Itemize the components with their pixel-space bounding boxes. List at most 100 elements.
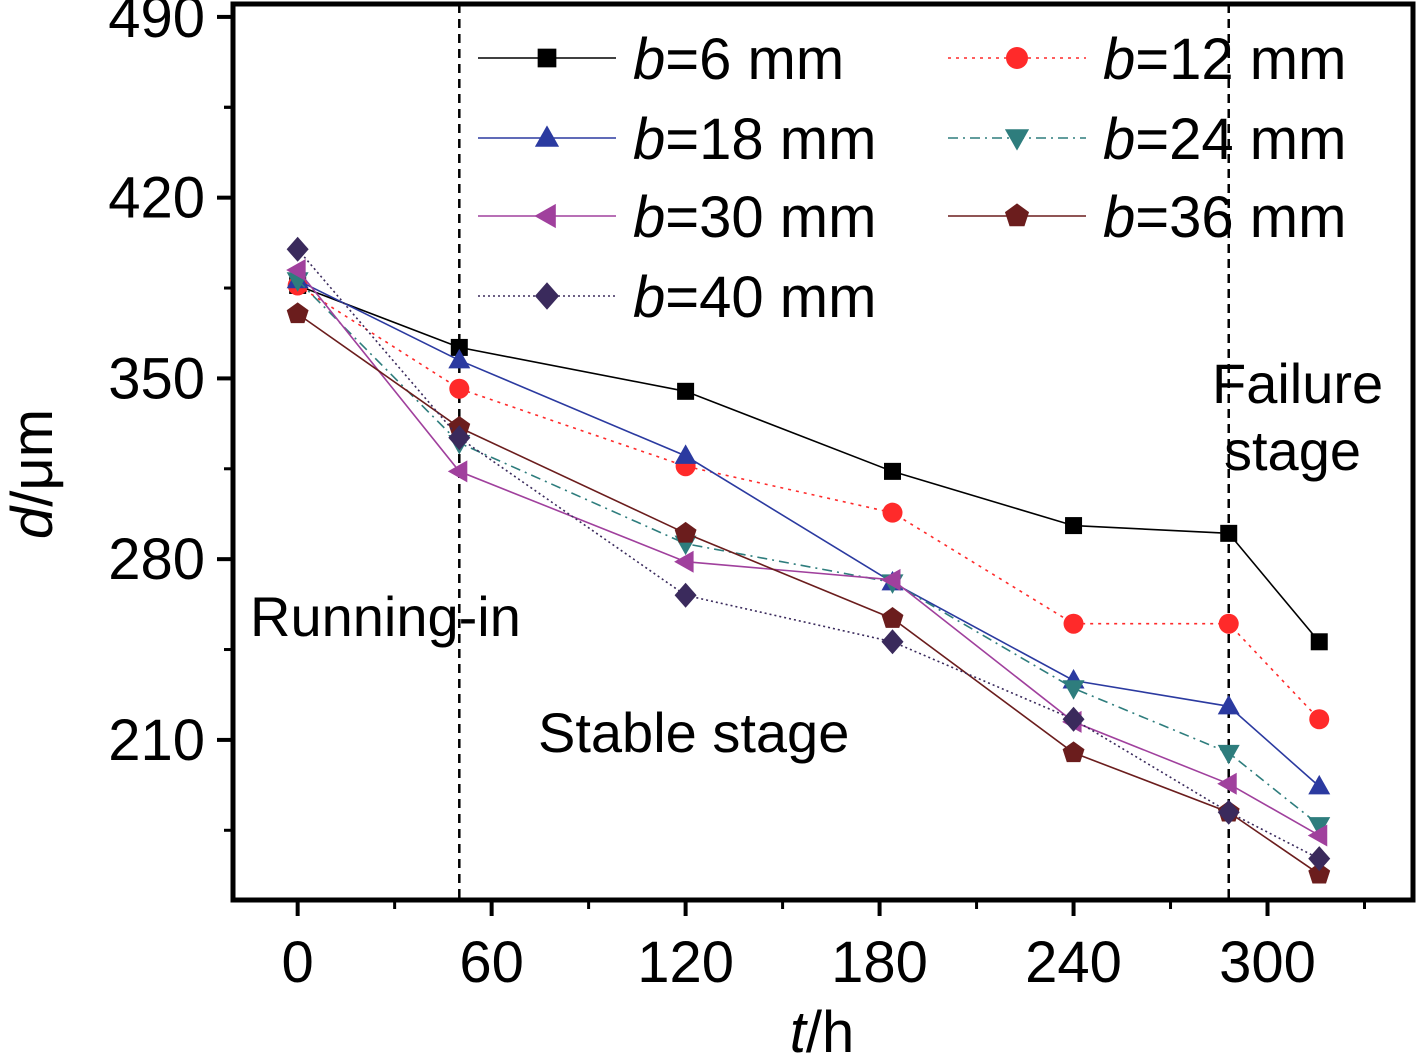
annotation-running-in: Running-in — [250, 585, 521, 648]
legend-variable: b — [1103, 185, 1135, 250]
data-point — [1307, 824, 1328, 847]
legend-variable: b — [633, 107, 665, 172]
data-point — [884, 462, 902, 480]
y-axis-unit: /μm — [0, 409, 65, 507]
legend-marker — [1004, 203, 1030, 227]
data-point — [1062, 680, 1085, 700]
x-tick-label: 240 — [1025, 930, 1122, 995]
series-b-40-mm — [286, 236, 1331, 872]
data-point — [1220, 524, 1238, 542]
legend-label: b=40 mm — [633, 265, 876, 330]
data-point — [1217, 772, 1237, 795]
legend-variable: b — [633, 185, 665, 250]
legend-value: =6 mm — [665, 27, 844, 92]
data-point — [286, 236, 309, 262]
data-point — [1308, 817, 1331, 837]
data-point — [1062, 741, 1085, 763]
data-point — [674, 444, 697, 464]
legend-label: b=30 mm — [633, 185, 876, 250]
legend-marker — [534, 282, 560, 310]
legend-value: =18 mm — [665, 107, 876, 172]
legend-item: b=12 mm — [948, 27, 1346, 92]
data-point — [674, 550, 694, 573]
legend-value: =30 mm — [665, 185, 876, 250]
legend-variable: b — [1103, 107, 1135, 172]
data-point — [1308, 774, 1331, 795]
x-tick-label: 180 — [831, 930, 928, 995]
data-point — [1217, 694, 1240, 715]
annotation-stable-stage: Stable stage — [538, 701, 849, 764]
data-point — [881, 568, 901, 591]
data-point — [1309, 709, 1330, 730]
legend-label: b=12 mm — [1103, 27, 1346, 92]
legend-item: b=18 mm — [478, 107, 876, 172]
data-point — [881, 629, 904, 655]
series-b-6-mm — [289, 276, 1328, 651]
legend-marker — [534, 125, 560, 147]
legend: b=6 mm b=12 mmb=18 mm b=24 mmb=30 mm b=36 m… — [478, 27, 1346, 330]
data-point — [449, 378, 470, 399]
legend-variable: b — [633, 27, 665, 92]
data-point — [450, 338, 468, 356]
legend-item: b=24 mm — [948, 107, 1346, 172]
legend-value: =40 mm — [665, 265, 876, 330]
data-point — [1062, 706, 1085, 732]
legend-value: =36 mm — [1135, 185, 1346, 250]
annotation-failure: Failure — [1212, 352, 1383, 415]
legend-label: b=18 mm — [633, 107, 876, 172]
legend-item: b=6 mm — [478, 27, 844, 92]
legend-marker — [1004, 129, 1030, 151]
data-point — [1308, 846, 1331, 872]
legend-item: b=36 mm — [948, 185, 1346, 250]
x-axis-title: t/h — [790, 1000, 855, 1058]
y-tick-label: 280 — [108, 527, 205, 592]
y-tick-label: 210 — [108, 708, 205, 773]
legend-variable: b — [633, 265, 665, 330]
x-tick-label: 120 — [637, 930, 734, 995]
series-b-12-mm — [287, 275, 1330, 730]
data-point — [1310, 633, 1328, 651]
series-layer — [286, 236, 1331, 884]
x-tick-label: 0 — [282, 930, 314, 995]
legend-value: =24 mm — [1135, 107, 1346, 172]
data-point — [1063, 613, 1084, 634]
data-point — [674, 521, 697, 543]
data-point — [1217, 744, 1240, 765]
legend-label: b=36 mm — [1103, 185, 1346, 250]
data-point — [677, 382, 695, 400]
x-axis-unit: /h — [806, 1000, 854, 1058]
legend-marker — [534, 203, 556, 229]
annotation-stage: stage — [1224, 419, 1361, 482]
legend-item: b=40 mm — [478, 265, 876, 330]
legend-marker — [1006, 47, 1028, 69]
data-point — [1218, 613, 1239, 634]
data-point — [448, 348, 471, 369]
data-point — [448, 425, 471, 451]
data-point — [1217, 799, 1240, 825]
data-point — [881, 607, 904, 628]
legend-item: b=30 mm — [478, 185, 876, 250]
legend-label: b=24 mm — [1103, 107, 1346, 172]
x-tick-label: 60 — [459, 930, 524, 995]
data-point — [882, 502, 903, 523]
x-tick-label: 300 — [1219, 930, 1316, 995]
y-tick-label: 490 — [108, 0, 205, 50]
legend-label: b=6 mm — [633, 27, 844, 92]
data-point — [447, 460, 468, 483]
x-axis-variable: t — [790, 1000, 809, 1058]
y-tick-label: 420 — [108, 166, 205, 231]
data-point — [1065, 517, 1083, 535]
legend-variable: b — [1103, 27, 1135, 92]
data-point — [286, 258, 306, 281]
y-tick-label: 350 — [108, 346, 205, 411]
y-axis-title: d/μm — [0, 409, 65, 539]
axes: 0 60 120 180 240 300 210 280 350 420 490 — [108, 0, 1367, 995]
plot-frame — [230, 1, 1416, 903]
y-axis-variable: d — [0, 505, 65, 539]
legend-value: =12 mm — [1135, 27, 1346, 92]
data-point — [286, 302, 309, 324]
data-point — [1308, 862, 1331, 884]
legend-marker — [537, 48, 557, 68]
data-point — [674, 582, 697, 608]
